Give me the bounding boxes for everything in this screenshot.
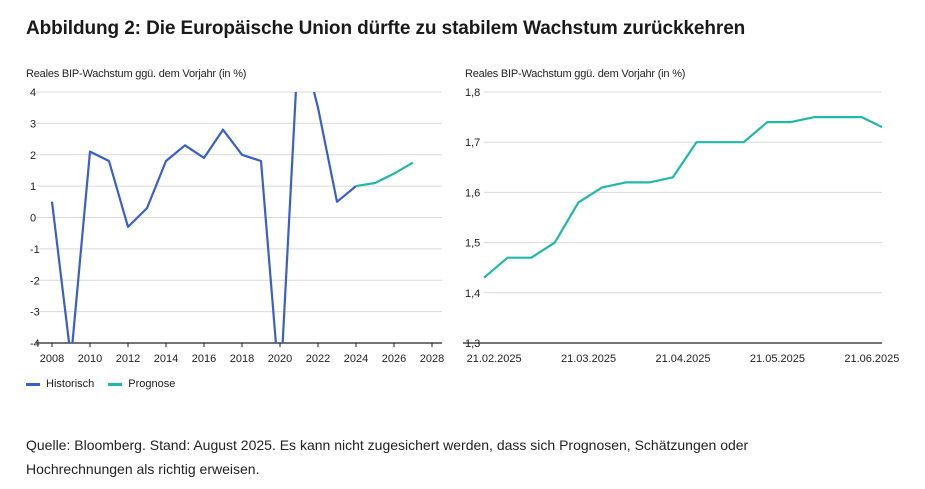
left-xtick-label: 2012	[116, 353, 140, 365]
right-ytick-label: 1,4	[465, 288, 480, 300]
left-xtick-label: 2026	[382, 353, 406, 365]
left-xtick-label: 2018	[230, 353, 254, 365]
left-xtick-label: 2010	[78, 353, 102, 365]
right-ytick-label: 1,6	[465, 187, 480, 199]
legend-item-prognose: Prognose	[108, 378, 175, 390]
legend: Historisch Prognose	[26, 378, 175, 390]
right-chart: 1,8 1,7 1,6 1,5 1,4 1,3 21.02.2025 21.03.2025 21…	[463, 87, 899, 365]
left-ytick-label: -2	[30, 275, 40, 287]
left-xtick-label: 2008	[40, 353, 64, 365]
right-ytick-label: 1,7	[465, 137, 480, 149]
left-xtick-label: 2024	[344, 353, 368, 365]
left-ytick-label: 4	[30, 87, 36, 99]
source-note: Quelle: Bloomberg. Stand: August 2025. E…	[26, 437, 749, 477]
right-ytick-label: 1,3	[465, 338, 480, 350]
legend-swatch-historisch	[26, 382, 40, 386]
right-chart-ylabel: Reales BIP-Wachstum ggü. dem Vorjahr (in…	[465, 68, 686, 80]
legend-swatch-prognose	[108, 382, 123, 386]
left-ytick-label: 3	[30, 118, 36, 130]
right-xtick-label: 21.05.2025	[750, 353, 805, 365]
left-ytick-label: -1	[30, 244, 40, 256]
right-ytick-label: 1,8	[465, 87, 480, 99]
legend-label-prognose: Prognose	[128, 378, 176, 390]
left-xtick-label: 2020	[268, 353, 292, 365]
left-ytick-label: 2	[30, 150, 36, 162]
left-ytick-label: -3	[30, 307, 40, 319]
right-xtick-label: 21.02.2025	[467, 353, 522, 365]
right-xtick-label: 21.03.2025	[561, 353, 616, 365]
left-xtick-label: 2028	[420, 353, 444, 365]
legend-label-historisch: Historisch	[46, 378, 95, 390]
left-series-line-prognose	[355, 161, 414, 188]
right-ytick-label: 1,5	[465, 238, 480, 250]
left-ytick-label: 1	[30, 181, 36, 193]
left-xtick-label: 2016	[192, 353, 216, 365]
right-xtick-label: 21.06.2025	[844, 353, 899, 365]
left-xtick-label: 2022	[306, 353, 330, 365]
left-chart-ylabel: Reales BIP-Wachstum ggü. dem Vorjahr (in…	[26, 68, 247, 80]
left-ytick-label: -4	[30, 338, 40, 350]
legend-item-historisch: Historisch	[26, 378, 94, 390]
left-ytick-label: 0	[30, 213, 36, 225]
chart-title: Abbildung 2: Die Europäische Union dürft…	[26, 18, 746, 39]
left-series-line-historisch	[50, 92, 357, 343]
right-series-line-prognose	[483, 115, 883, 279]
right-xtick-label: 21.04.2025	[655, 353, 710, 365]
left-xtick-label: 2014	[154, 353, 178, 365]
